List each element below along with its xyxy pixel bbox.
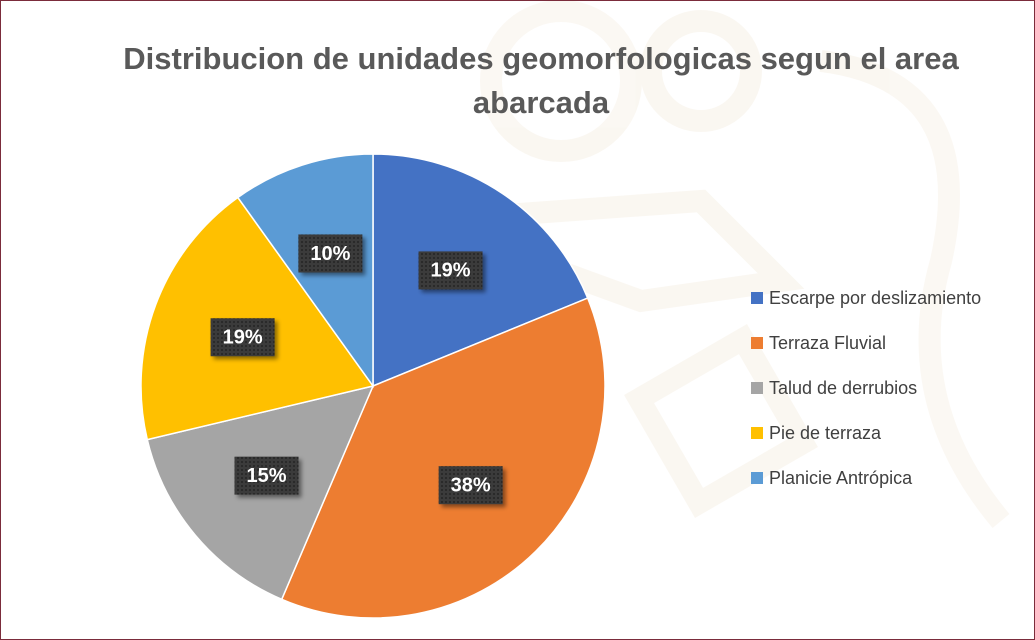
legend-swatch <box>751 472 763 484</box>
legend-swatch <box>751 337 763 349</box>
data-label: 15% <box>247 465 287 487</box>
legend-label: Planicie Antrópica <box>769 468 913 488</box>
data-label: 10% <box>310 243 350 265</box>
data-label: 19% <box>431 260 471 282</box>
data-label-box <box>438 466 503 505</box>
data-label-box <box>210 318 275 357</box>
legend-label: Pie de terraza <box>769 423 882 443</box>
legend-label: Terraza Fluvial <box>769 333 886 353</box>
pie-slice <box>280 297 606 619</box>
data-label: 19% <box>223 327 263 349</box>
data-label-box <box>234 456 299 495</box>
legend-swatch <box>751 292 763 304</box>
data-label-box <box>418 251 483 290</box>
data-label-box <box>298 234 363 273</box>
legend-label: Escarpe por deslizamiento <box>769 288 981 308</box>
chart-title: Distribucion de unidades geomorfologicas… <box>123 41 959 120</box>
data-label: 38% <box>451 474 491 496</box>
legend-label: Talud de derrubios <box>769 378 917 398</box>
legend-swatch <box>751 427 763 439</box>
legend-swatch <box>751 382 763 394</box>
